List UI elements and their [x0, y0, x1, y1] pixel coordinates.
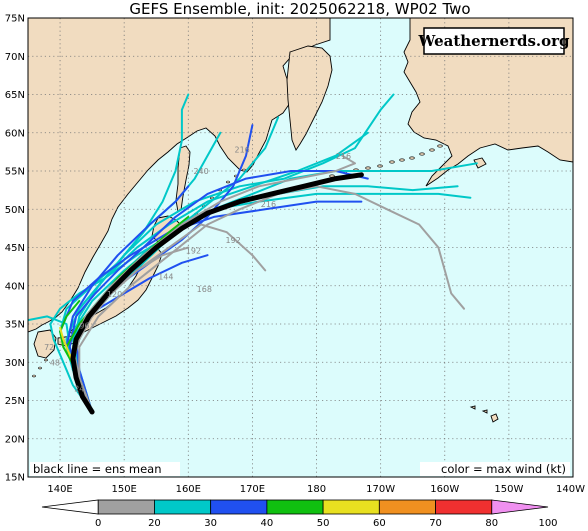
colorbar-label: 20 — [148, 518, 161, 529]
latitude-tick-label: 15N — [5, 473, 25, 484]
latitude-tick-label: 25N — [5, 396, 25, 407]
colorbar-label: 40 — [261, 518, 274, 529]
aleutian-island — [389, 160, 395, 164]
ryukyu-island — [38, 366, 42, 370]
latitude-tick-label: 75N — [5, 14, 25, 25]
colorbar-bin — [322, 499, 380, 515]
forecast-hour-label: 72 — [44, 343, 54, 352]
longitude-tick-labels: 140E 150E 160E 170E 180 170W 160W 150W 140W — [47, 484, 585, 495]
forecast-hour-label: 48 — [50, 358, 60, 367]
ryukyu-island — [44, 358, 48, 362]
mean-line-note: black line = ens mean — [33, 462, 162, 476]
longitude-tick-label: 170W — [366, 484, 395, 495]
colorbar-label: 80 — [485, 518, 498, 529]
colorbar-bin — [97, 499, 155, 515]
forecast-hour-label: 216 — [261, 200, 276, 209]
latitude-tick-labels: 75N 70N 65N 60N 55N 50N 45N 40N 35N 30N 25N 20N 15N — [5, 14, 25, 484]
forecast-hour-label: 192 — [226, 236, 241, 245]
latitude-tick-label: 55N — [5, 167, 25, 178]
colorbar-label: 70 — [429, 518, 442, 529]
colorbar-label: 30 — [204, 518, 217, 529]
aleutian-island — [437, 144, 443, 148]
latitude-tick-label: 35N — [5, 320, 25, 331]
wind-color-note: color = max wind (kt) — [441, 462, 566, 476]
latitude-tick-label: 60N — [5, 128, 25, 139]
latitude-tick-label: 20N — [5, 434, 25, 445]
forecast-hour-labels: 24 48 72 96 120 144 168 192 192 216 216 216 240 — [44, 146, 351, 394]
aleutian-island — [365, 166, 371, 170]
colorbar-label: 0 — [95, 518, 101, 529]
longitude-tick-label: 160W — [430, 484, 459, 495]
forecast-hour-label: 216 — [235, 146, 250, 155]
colorbar-bin — [266, 499, 324, 515]
colorbar-bin — [378, 499, 436, 515]
land-hawaii-maui — [481, 409, 488, 414]
plot-area: 24 48 72 96 120 144 168 192 192 216 216 216 240 Weat… — [28, 18, 573, 477]
aleutian-island — [399, 158, 405, 162]
forecast-hour-label: 24 — [74, 384, 84, 393]
colorbar-label: 100 — [538, 518, 557, 529]
aleutian-island — [377, 164, 383, 168]
brand-text: Weathernerds.org — [417, 32, 570, 50]
longitude-tick-label: 150W — [494, 484, 523, 495]
kuril-island — [226, 180, 230, 184]
brand-box: Weathernerds.org — [417, 27, 570, 55]
map-title: GEFS Ensemble, init: 2025062218, WP02 Tw… — [129, 0, 470, 18]
member-track — [68, 170, 369, 413]
ryukyu-island — [32, 374, 36, 378]
latitude-tick-label: 45N — [5, 243, 25, 254]
aleutian-island — [419, 152, 425, 156]
forecast-hour-label: 168 — [197, 285, 212, 294]
longitude-tick-label: 170E — [240, 484, 265, 495]
colorbar-label: 50 — [317, 518, 330, 529]
forecast-hour-label: 240 — [193, 167, 208, 176]
colorbar-label: 60 — [373, 518, 386, 529]
kuril-island — [210, 196, 214, 200]
forecast-hour-label: 96 — [79, 322, 89, 331]
forecast-hour-label: 192 — [186, 247, 201, 256]
latitude-tick-label: 50N — [5, 205, 25, 216]
longitude-tick-label: 160E — [176, 484, 201, 495]
colorbar-bin — [210, 499, 268, 515]
longitude-tick-label: 180 — [307, 484, 326, 495]
legend-notes: black line = ens mean color = max wind (… — [30, 462, 570, 476]
colorbar-bin — [435, 499, 493, 515]
latitude-tick-label: 70N — [5, 52, 25, 63]
colorbar-bin — [154, 499, 212, 515]
member-track — [49, 162, 478, 413]
longitude-tick-label: 140W — [556, 484, 585, 495]
longitude-tick-label: 150E — [111, 484, 136, 495]
ensemble-mean-track — [70, 172, 364, 415]
land-kamchatka — [286, 45, 333, 151]
wind-colorbar-labels: 0 20 30 40 50 60 70 80 100 — [95, 518, 558, 529]
latitude-tick-label: 40N — [5, 281, 25, 292]
forecast-hour-label: 216 — [336, 152, 351, 161]
longitude-tick-label: 140E — [47, 484, 72, 495]
forecast-hour-label: 144 — [158, 273, 173, 282]
land-hawaii-oahu — [469, 405, 476, 410]
latitude-tick-label: 30N — [5, 358, 25, 369]
latitude-tick-label: 65N — [5, 90, 25, 101]
wind-colorbar — [41, 499, 549, 515]
aleutian-island — [409, 156, 415, 160]
plot-frame — [27, 17, 574, 478]
lat-lon-grid — [28, 18, 573, 477]
land-kodiak — [473, 157, 487, 169]
aleutian-island — [429, 148, 435, 152]
colorbar-bin-low-arrow — [41, 499, 99, 515]
land-hawaii-main — [490, 413, 499, 423]
colorbar-bin-high-arrow — [491, 499, 549, 515]
forecast-hour-label: 120 — [107, 290, 122, 299]
